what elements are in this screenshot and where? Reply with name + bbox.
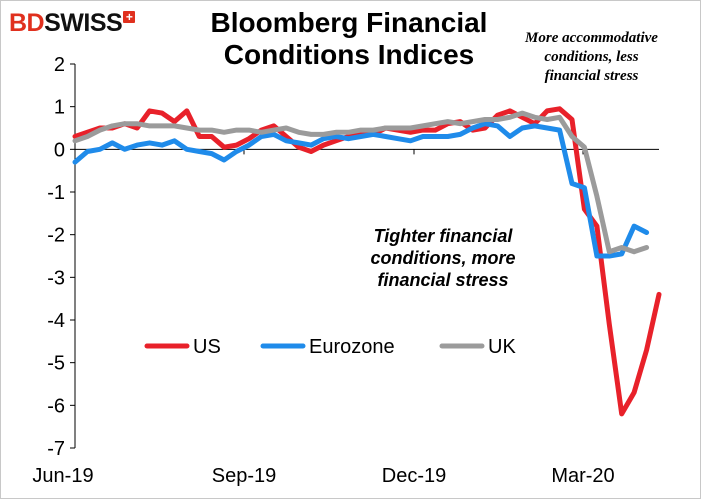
- series-line-uk: [72, 110, 650, 255]
- y-tick-label: -2: [47, 225, 65, 247]
- legend-label-uk: UK: [488, 336, 516, 358]
- annotation-line: financial stress: [544, 68, 639, 84]
- y-tick-label: 2: [54, 54, 65, 76]
- annotation-line: conditions, less: [544, 49, 639, 65]
- logo-swiss-text: SWISS: [44, 9, 123, 37]
- logo-plus-icon: +: [123, 11, 136, 23]
- chart-title-line: Conditions Indices: [223, 39, 475, 70]
- x-tick-label: Mar-20: [551, 465, 614, 487]
- series-line-eurozone: [72, 121, 650, 259]
- annotation-accommodative: More accommodative conditions, less fina…: [499, 29, 684, 86]
- annotation-line: financial stress: [377, 270, 509, 290]
- y-tick-label: -6: [47, 395, 65, 417]
- chart-title-line: Bloomberg Financial: [210, 7, 488, 38]
- annotation-tighter: Tighter financial conditions, more finan…: [323, 225, 563, 291]
- y-tick-label: -5: [47, 353, 65, 375]
- annotation-line: conditions, more: [370, 248, 516, 268]
- annotation-line: Tighter financial: [373, 226, 513, 246]
- series-line-us: [72, 106, 662, 417]
- chart-title: Bloomberg Financial Conditions Indices: [184, 7, 514, 71]
- logo-bd-text: BD: [9, 9, 45, 37]
- bdswiss-logo: BDSWISS +: [9, 9, 136, 38]
- y-tick-label: -3: [47, 267, 65, 289]
- x-tick-label: Sep-19: [212, 465, 277, 487]
- y-tick-label: 1: [54, 97, 65, 119]
- y-tick-label: -4: [47, 310, 65, 332]
- y-tick-label: 0: [54, 139, 65, 161]
- x-tick-label: Dec-19: [382, 465, 446, 487]
- legend-label-eurozone: Eurozone: [309, 336, 395, 358]
- y-tick-label: -1: [47, 182, 65, 204]
- legend-label-us: US: [193, 336, 221, 358]
- annotation-line: More accommodative: [525, 30, 658, 46]
- x-tick-label: Jun-19: [32, 465, 93, 487]
- y-tick-label: -7: [47, 438, 65, 460]
